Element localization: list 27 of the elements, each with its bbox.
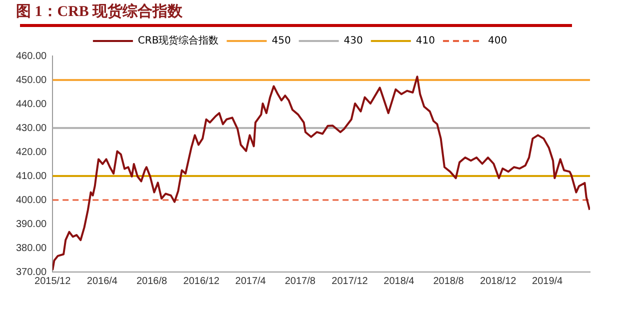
x-tick-label: 2016/8 [136,276,168,287]
y-tick-label: 370.00 [16,266,48,278]
y-tick-label: 380.00 [16,242,48,254]
x-tick-label: 2019/4 [532,276,564,287]
x-tick-label: 2018/12 [480,276,517,287]
x-tick-label: 2017/12 [332,276,368,287]
x-tick-label: 2016/4 [86,276,118,287]
x-tick-label: 2015/12 [34,276,72,287]
y-tick-label: 400.00 [16,194,48,206]
chart-title: 图 1：CRB 现货综合指数 [16,2,183,21]
y-tick-label: 420.00 [16,146,48,158]
y-tick-label: 430.00 [16,122,48,134]
y-tick-label: 390.00 [16,218,48,230]
x-tick-label: 2017/4 [235,276,266,287]
x-tick-label: 2017/8 [284,276,316,287]
legend-label: 410 [416,36,435,47]
y-tick-label: 410.00 [16,170,48,182]
x-tick-label: 2018/8 [433,276,464,287]
y-tick-label: 440.00 [16,98,48,110]
x-tick-label: 2018/4 [384,276,415,287]
y-tick-label: 460.00 [16,50,48,62]
y-tick-label: 450.00 [16,74,48,86]
legend-label: 450 [272,36,291,47]
x-tick-label: 2016/12 [183,276,220,287]
legend-label: 400 [488,36,508,47]
legend-label: 430 [344,36,363,47]
legend-label: CRB现货综合指数 [138,34,219,47]
